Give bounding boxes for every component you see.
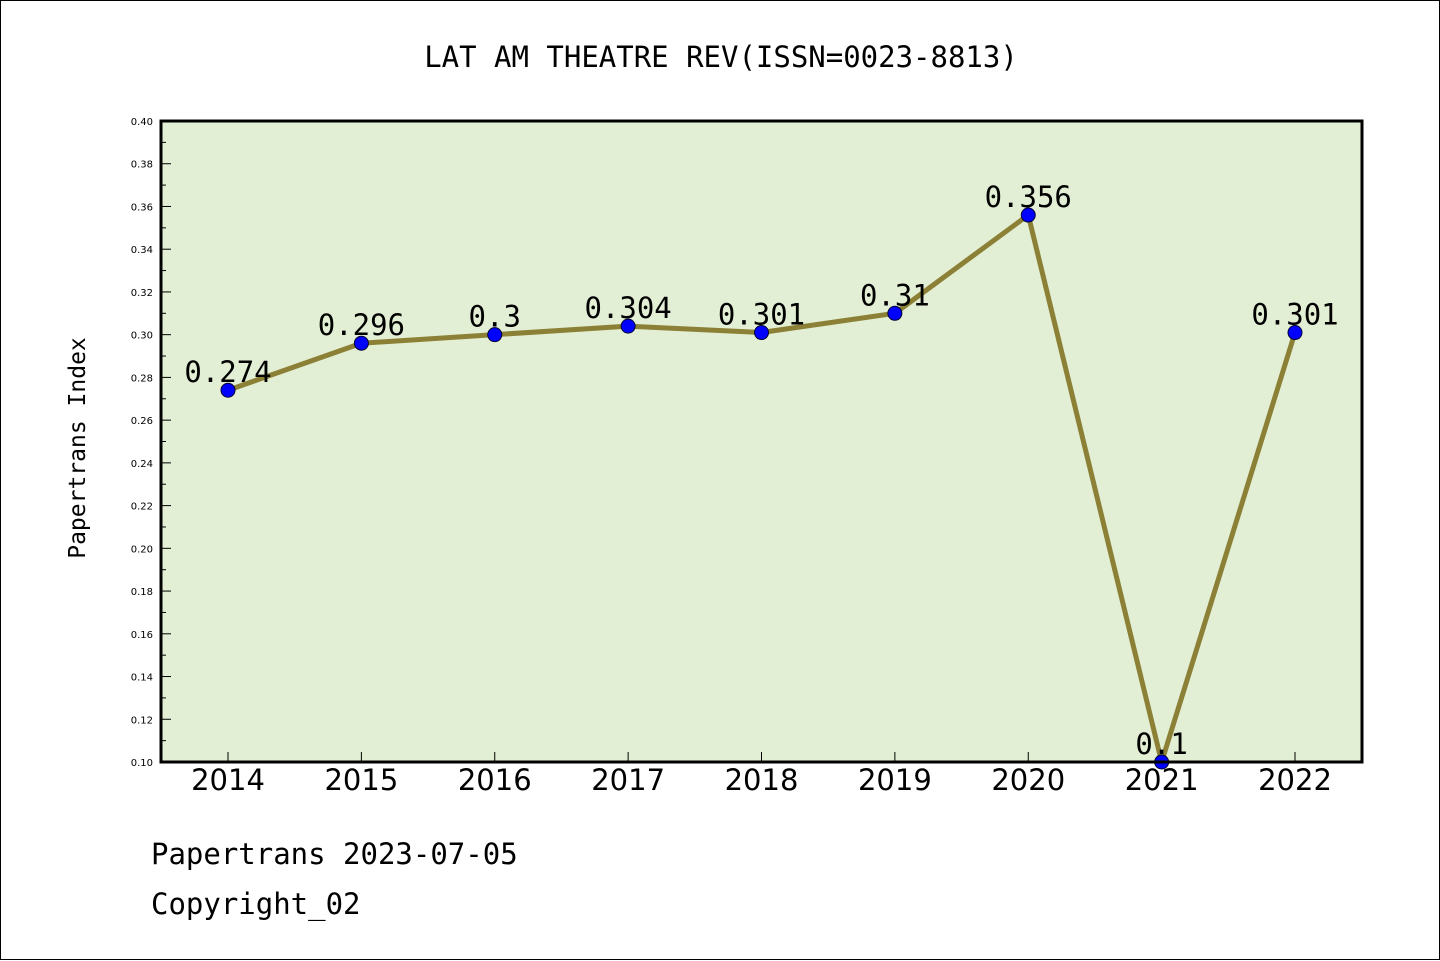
footer-date: Papertrans 2023-07-05 bbox=[151, 837, 518, 871]
y-tick-label: 0.12 bbox=[131, 715, 153, 726]
y-tick-label: 0.40 bbox=[131, 117, 153, 128]
data-labels: 0.274 0.296 0.3 0.304 0.301 0.31 0.356 0.1 0.301 bbox=[184, 180, 1338, 761]
y-tick-label: 0.38 bbox=[131, 160, 153, 171]
y-axis-ticks: 0.10 0.12 0.14 0.16 0.18 0.20 0.22 0.24 0.26 0.28… bbox=[131, 117, 171, 769]
data-label: 0.1 bbox=[1135, 727, 1187, 761]
y-tick-label: 0.28 bbox=[131, 373, 153, 384]
data-label: 0.301 bbox=[1251, 298, 1338, 332]
data-point bbox=[620, 318, 636, 334]
footer-copyright: Copyright_02 bbox=[151, 887, 361, 921]
data-markers bbox=[220, 207, 1303, 770]
plot-border bbox=[159, 119, 1364, 764]
y-axis-label: Papertrans Index bbox=[65, 337, 91, 559]
data-label: 0.31 bbox=[860, 278, 930, 312]
x-tick-label: 2019 bbox=[858, 763, 932, 797]
data-label: 0.356 bbox=[985, 180, 1072, 214]
y-tick-label: 0.26 bbox=[131, 416, 153, 427]
y-tick-label: 0.20 bbox=[131, 544, 153, 555]
x-axis-ticks: 2014 2015 2016 2017 2018 2019 2020 2021 2022 bbox=[191, 752, 1332, 797]
x-tick-label: 2014 bbox=[191, 763, 265, 797]
x-tick-label: 2020 bbox=[991, 763, 1065, 797]
data-label: 0.3 bbox=[469, 300, 521, 334]
data-label: 0.296 bbox=[318, 308, 405, 342]
y-tick-label: 0.24 bbox=[131, 459, 153, 470]
data-label: 0.301 bbox=[718, 298, 805, 332]
x-tick-label: 2018 bbox=[725, 763, 799, 797]
data-point bbox=[1020, 207, 1036, 223]
data-point bbox=[353, 335, 369, 351]
y-tick-label: 0.32 bbox=[131, 288, 153, 299]
data-point bbox=[754, 325, 769, 341]
y-tick-label: 0.30 bbox=[131, 331, 153, 342]
data-point bbox=[1287, 325, 1303, 341]
data-point bbox=[220, 382, 236, 398]
data-label: 0.304 bbox=[584, 291, 671, 325]
data-label: 0.274 bbox=[184, 355, 271, 389]
data-point bbox=[887, 305, 903, 321]
y-tick-label: 0.18 bbox=[131, 587, 153, 598]
y-tick-label: 0.36 bbox=[131, 202, 153, 213]
x-tick-label: 2015 bbox=[324, 763, 398, 797]
y-tick-label: 0.34 bbox=[131, 245, 153, 256]
data-point bbox=[487, 327, 503, 343]
x-tick-label: 2017 bbox=[591, 763, 665, 797]
plot-area bbox=[161, 121, 1362, 762]
chart-title: LAT AM THEATRE REV(ISSN=0023-8813) bbox=[424, 40, 1018, 74]
y-tick-label: 0.10 bbox=[131, 758, 153, 769]
x-tick-label: 2022 bbox=[1258, 763, 1332, 797]
y-tick-label: 0.14 bbox=[131, 673, 153, 684]
y-tick-label: 0.22 bbox=[131, 502, 153, 513]
x-tick-label: 2016 bbox=[458, 763, 532, 797]
y-tick-label: 0.16 bbox=[131, 630, 153, 641]
